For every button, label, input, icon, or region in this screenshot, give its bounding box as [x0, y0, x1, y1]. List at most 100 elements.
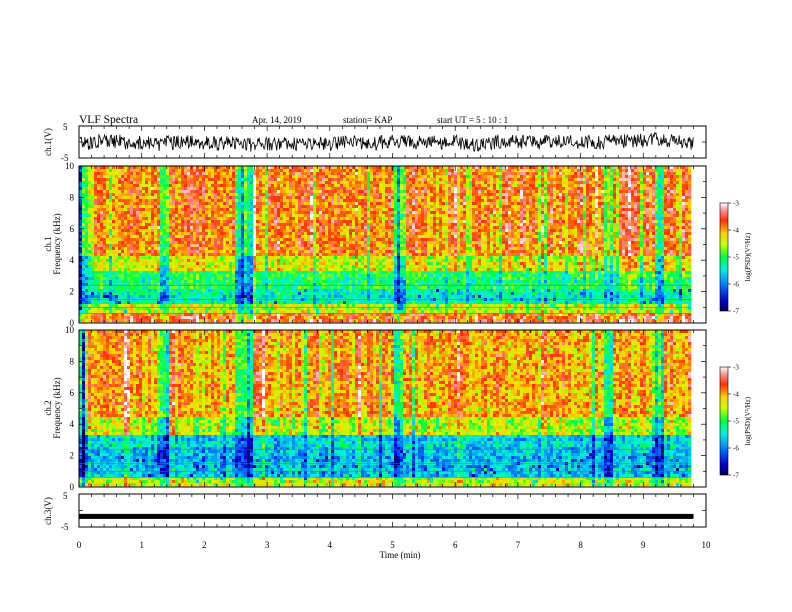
spectrogram-cell — [544, 187, 547, 190]
spectrogram-cell — [235, 181, 238, 184]
spectrogram-cell — [163, 193, 166, 196]
spectrogram-cell — [331, 169, 334, 172]
spectrogram-cell — [271, 172, 274, 175]
spectrogram-cell — [667, 175, 670, 178]
spectrogram-cell — [202, 187, 205, 190]
spectrogram-cell — [319, 175, 322, 178]
spectrogram-cell — [316, 172, 319, 175]
spectrogram-cell — [493, 184, 496, 187]
spectrogram-cell — [259, 181, 262, 184]
spectrogram-cell — [103, 184, 106, 187]
spectrogram-cell — [154, 187, 157, 190]
spectrogram-cell — [517, 175, 520, 178]
spectrogram-cell — [115, 178, 118, 181]
spectrogram-cell — [103, 181, 106, 184]
spectrogram-cell — [577, 190, 580, 193]
spectrogram-cell — [169, 193, 172, 196]
spectrogram-cell — [325, 178, 328, 181]
spectrogram-cell — [499, 184, 502, 187]
spectrogram-cell — [262, 190, 265, 193]
spectrogram-cell — [484, 181, 487, 184]
spectrogram-cell — [235, 187, 238, 190]
spectrogram-cell — [106, 190, 109, 193]
spectrogram-cell — [406, 169, 409, 172]
spectrogram-cell — [451, 190, 454, 193]
spectrogram-cell — [298, 187, 301, 190]
spectrogram-cell — [565, 172, 568, 175]
spectrogram-cell — [331, 175, 334, 178]
spectrogram-cell — [136, 187, 139, 190]
spectrogram-cell — [400, 181, 403, 184]
spectrogram-cell — [445, 175, 448, 178]
spectrogram-cell — [130, 187, 133, 190]
spectrogram-cell — [355, 190, 358, 193]
spectrogram-cell — [229, 190, 232, 193]
spectrogram-cell — [268, 193, 271, 196]
spectrogram-cell — [613, 187, 616, 190]
spectrogram-cell — [109, 178, 112, 181]
spectrogram-cell — [670, 169, 673, 172]
spectrogram-cell — [661, 184, 664, 187]
spectrogram-cell — [187, 175, 190, 178]
spectrogram-cell — [253, 190, 256, 193]
spectrogram-cell — [199, 169, 202, 172]
spectrogram-cell — [550, 187, 553, 190]
spectrogram-cell — [277, 181, 280, 184]
spectrogram-cell — [376, 187, 379, 190]
spectrogram-cell — [310, 169, 313, 172]
spectrogram-cell — [586, 172, 589, 175]
spectrogram-cell — [529, 184, 532, 187]
spectrogram-cell — [127, 169, 130, 172]
spectrogram-cell — [688, 187, 691, 190]
spectrogram-cell — [115, 190, 118, 193]
spectrogram-cell — [514, 187, 517, 190]
spectrogram-cell — [133, 193, 136, 196]
spectrogram-cell — [274, 187, 277, 190]
spectrogram-cell — [472, 187, 475, 190]
spectrogram-cell — [334, 187, 337, 190]
spectrogram-cell — [646, 193, 649, 196]
spectrogram-cell — [388, 181, 391, 184]
spectrogram-cell — [391, 181, 394, 184]
spectrogram-cell — [109, 193, 112, 196]
spectrogram-cell — [94, 172, 97, 175]
spectrogram-cell — [100, 190, 103, 193]
spectrogram-cell — [355, 175, 358, 178]
spectrogram-cell — [247, 172, 250, 175]
spectrogram-cell — [187, 181, 190, 184]
spectrogram-cell — [598, 181, 601, 184]
spectrogram-cell — [415, 172, 418, 175]
spectrogram-cell — [337, 175, 340, 178]
spectrogram-cell — [547, 190, 550, 193]
spectrogram-cell — [490, 184, 493, 187]
spectrogram-cell — [124, 184, 127, 187]
spectrogram-cell — [214, 184, 217, 187]
spectrogram-cell — [205, 190, 208, 193]
spectrogram-cell — [541, 175, 544, 178]
spectrogram-cell — [346, 190, 349, 193]
spectrogram-cell — [220, 190, 223, 193]
spectrogram-cell — [370, 172, 373, 175]
spectrogram-cell — [508, 193, 511, 196]
spectrogram-cell — [334, 190, 337, 193]
spectrogram-cell — [649, 187, 652, 190]
spectrogram-cell — [664, 175, 667, 178]
spectrogram-cell — [310, 187, 313, 190]
spectrogram-cell — [682, 184, 685, 187]
spectrogram-cell — [244, 172, 247, 175]
spectrogram-cell — [259, 187, 262, 190]
spectrogram-cell — [343, 190, 346, 193]
spectrogram-cell — [679, 181, 682, 184]
spectrogram-cell — [481, 169, 484, 172]
spectrogram-cell — [547, 178, 550, 181]
spectrogram-cell — [310, 184, 313, 187]
spectrogram-cell — [184, 178, 187, 181]
spectrogram-cell — [649, 184, 652, 187]
spectrogram-cell — [346, 193, 349, 196]
spectrogram-cell — [181, 178, 184, 181]
spectrogram-cell — [544, 169, 547, 172]
spectrogram-cell — [451, 193, 454, 196]
spectrogram-cell — [121, 190, 124, 193]
spectrogram-cell — [172, 187, 175, 190]
spectrogram-cell — [607, 169, 610, 172]
